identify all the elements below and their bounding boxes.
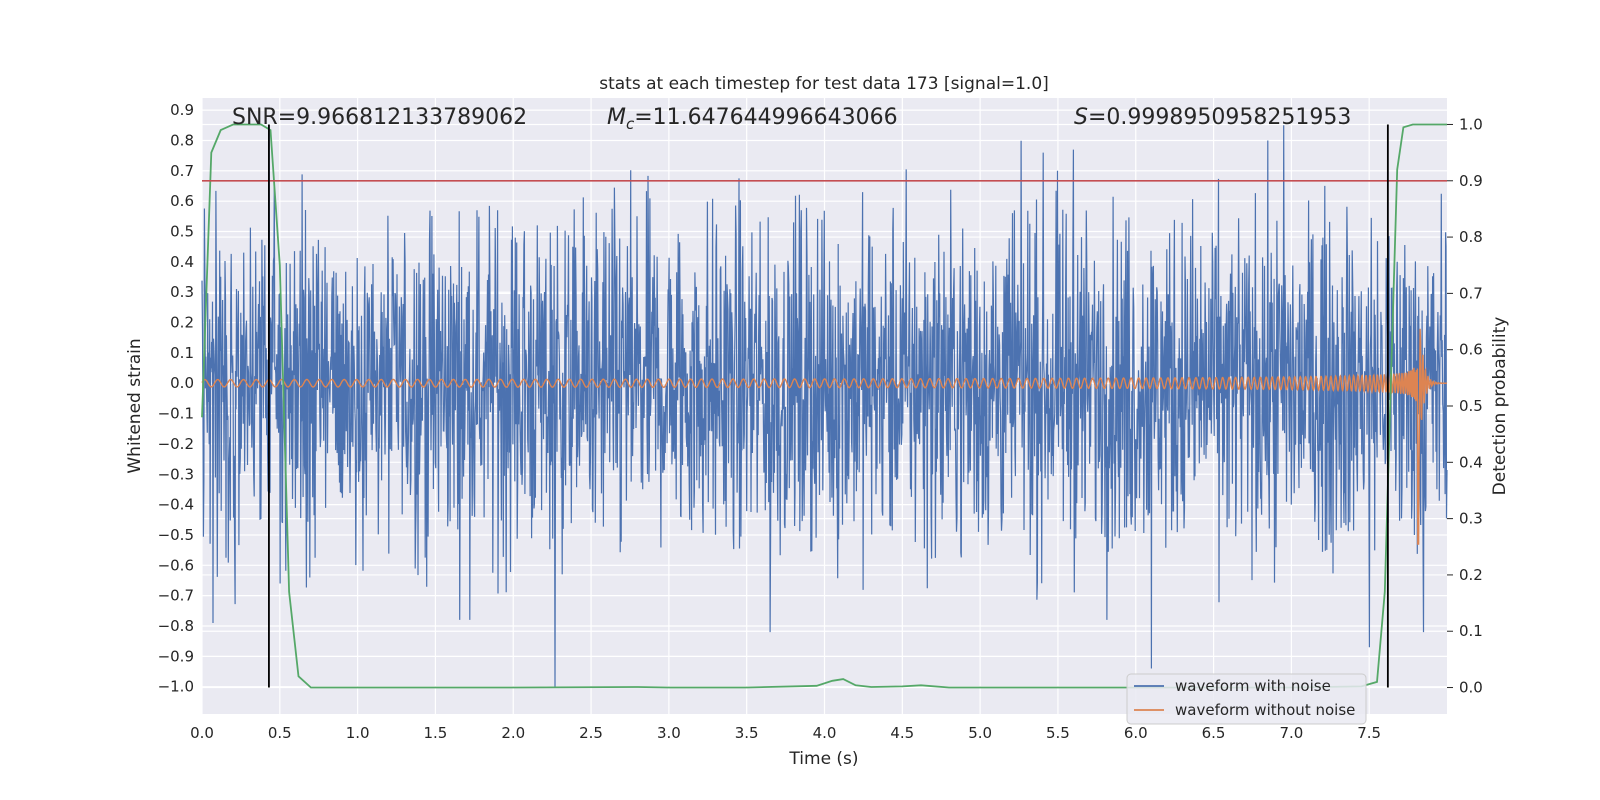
y-tick-label: −0.2 bbox=[158, 435, 194, 453]
y-tick-label: −0.8 bbox=[158, 617, 194, 635]
x-tick-label: 3.5 bbox=[735, 724, 759, 742]
x-tick-label: 7.0 bbox=[1279, 724, 1303, 742]
y2-tick-label: 0.4 bbox=[1459, 453, 1483, 471]
x-tick-label: 2.0 bbox=[501, 724, 525, 742]
y-tick-label: −0.6 bbox=[158, 556, 194, 574]
y-axis-label: Whitened strain bbox=[125, 338, 145, 473]
y2-tick-label: 0.9 bbox=[1459, 172, 1483, 190]
y-tick-label: 0.0 bbox=[170, 374, 194, 392]
detection-probability-line bbox=[201, 123, 1447, 689]
reference-lines bbox=[202, 124, 1447, 688]
y2-tick-label: 0.8 bbox=[1459, 228, 1483, 246]
y2-tick-label: 0.6 bbox=[1459, 341, 1483, 359]
noise-waveform-line bbox=[201, 125, 1448, 687]
chirp-series bbox=[201, 328, 1448, 545]
y-tick-label: 0.7 bbox=[170, 162, 194, 180]
y2-axis-label: Detection probability bbox=[1490, 317, 1510, 496]
snr-annotation: SNR=9.966812133789062 bbox=[232, 105, 527, 130]
y2-tick-label: 0.7 bbox=[1459, 284, 1483, 302]
x-tick-label: 1.0 bbox=[346, 724, 370, 742]
x-tick-label: 0.0 bbox=[190, 724, 214, 742]
y-tick-label: 0.6 bbox=[170, 192, 194, 210]
y-tick-label: −0.7 bbox=[158, 587, 194, 605]
y2-ticks: 1.0 0.9 0.8 0.7 0.6 0.5 0.4 0.3 0.2 0.1 0.0 bbox=[1447, 115, 1483, 697]
s-annotation: S=0.9998950958251953 bbox=[1074, 105, 1351, 130]
chart-title: stats at each timestep for test data 173… bbox=[599, 74, 1049, 94]
chirp-mass-annotation: Mc=11.647644996643066 bbox=[607, 105, 898, 133]
y-tick-label: 0.2 bbox=[170, 314, 194, 332]
x-tick-label: 3.0 bbox=[657, 724, 681, 742]
y2-tick-label: 0.2 bbox=[1459, 566, 1483, 584]
x-tick-label: 0.5 bbox=[268, 724, 292, 742]
chirp-mass-value: =11.647644996643066 bbox=[634, 105, 897, 130]
x-ticks: 0.0 0.5 1.0 1.5 2.0 2.5 3.0 3.5 4.0 4.5 5.0 5.5 6.0 6… bbox=[190, 724, 1381, 742]
x-tick-label: 7.5 bbox=[1357, 724, 1381, 742]
y-tick-label: 0.3 bbox=[170, 283, 194, 301]
probability-series bbox=[201, 123, 1447, 689]
y2-tick-label: 0.3 bbox=[1459, 510, 1483, 528]
x-tick-label: 5.5 bbox=[1046, 724, 1070, 742]
noise-series bbox=[201, 125, 1448, 687]
legend: waveform with noise waveform without noi… bbox=[1126, 673, 1367, 725]
x-axis-label: Time (s) bbox=[788, 749, 858, 769]
y-tick-label: 0.9 bbox=[170, 101, 194, 119]
y-tick-label: −0.5 bbox=[158, 526, 194, 544]
x-tick-label: 2.5 bbox=[579, 724, 603, 742]
y-tick-label: −0.3 bbox=[158, 465, 194, 483]
y-ticks: 0.9 0.8 0.7 0.6 0.5 0.4 0.3 0.2 0.1 0.0 −0.1 −0.2 −0… bbox=[158, 101, 194, 696]
legend-label-clean: waveform without noise bbox=[1175, 701, 1355, 719]
x-tick-label: 6.0 bbox=[1124, 724, 1148, 742]
y-tick-label: −0.1 bbox=[158, 405, 194, 423]
s-value: =0.9998950958251953 bbox=[1088, 105, 1351, 130]
y-tick-label: −0.9 bbox=[158, 647, 194, 665]
x-tick-label: 6.5 bbox=[1202, 724, 1226, 742]
y-tick-label: −0.4 bbox=[158, 496, 194, 514]
y2-tick-label: 1.0 bbox=[1459, 115, 1483, 133]
x-tick-label: 1.5 bbox=[424, 724, 448, 742]
y2-tick-label: 0.5 bbox=[1459, 397, 1483, 415]
y2-tick-label: 0.1 bbox=[1459, 622, 1483, 640]
clean-waveform-line bbox=[201, 328, 1448, 545]
y-tick-label: 0.4 bbox=[170, 253, 194, 271]
x-tick-label: 4.0 bbox=[813, 724, 837, 742]
legend-label-noise: waveform with noise bbox=[1175, 677, 1331, 695]
x-tick-label: 4.5 bbox=[890, 724, 914, 742]
y-tick-label: −1.0 bbox=[158, 678, 194, 696]
chirp-mass-subscript: c bbox=[626, 115, 635, 133]
s-symbol: S bbox=[1074, 105, 1088, 130]
y-tick-label: 0.5 bbox=[170, 223, 194, 241]
y-tick-label: 0.1 bbox=[170, 344, 194, 362]
y2-tick-label: 0.0 bbox=[1459, 679, 1483, 697]
chirp-mass-symbol: M bbox=[607, 105, 626, 130]
x-tick-label: 5.0 bbox=[968, 724, 992, 742]
legend-box bbox=[1126, 673, 1367, 725]
y-tick-label: 0.8 bbox=[170, 131, 194, 149]
